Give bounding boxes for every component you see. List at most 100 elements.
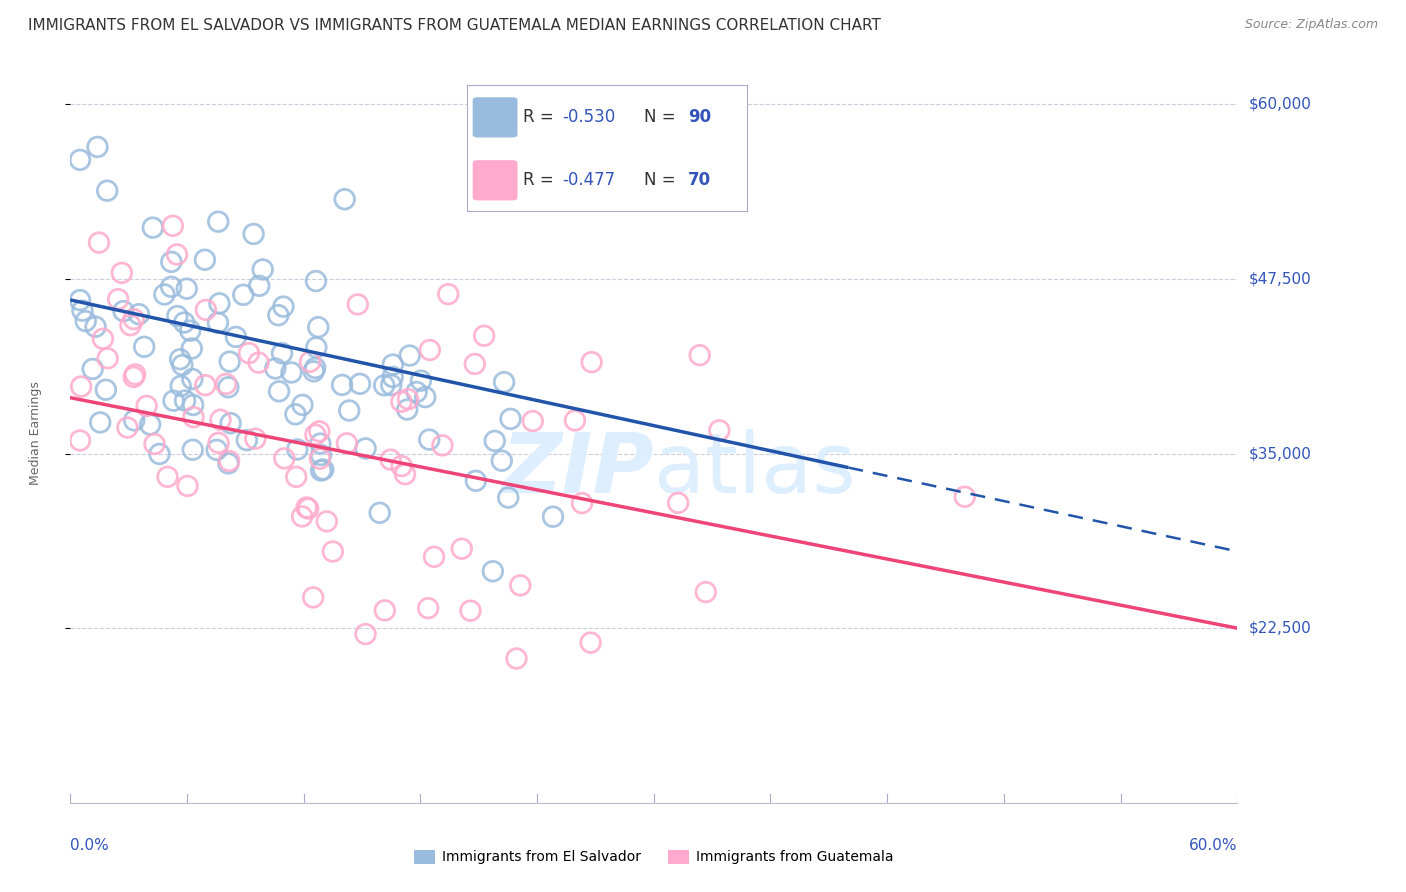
Point <box>194 378 217 392</box>
Point <box>472 328 495 343</box>
Point <box>380 452 402 467</box>
Text: Source: ZipAtlas.com: Source: ZipAtlas.com <box>1244 18 1378 31</box>
Point <box>143 437 166 451</box>
Point <box>394 467 416 482</box>
Point <box>169 352 191 367</box>
Point <box>396 402 419 417</box>
Point <box>111 266 134 280</box>
Point <box>405 384 427 399</box>
Point <box>522 414 544 428</box>
Point <box>247 278 270 293</box>
Point <box>232 287 254 301</box>
Point <box>273 451 295 466</box>
Point <box>509 578 531 592</box>
Point <box>285 442 308 457</box>
Point <box>309 436 332 450</box>
Point <box>160 280 183 294</box>
Point <box>423 549 446 564</box>
Point <box>135 399 157 413</box>
Point <box>236 433 259 447</box>
Point <box>305 340 328 354</box>
Point <box>162 219 184 233</box>
Point <box>280 366 302 380</box>
Point <box>432 438 454 452</box>
Point <box>291 509 314 524</box>
Point <box>494 375 516 389</box>
Point <box>309 463 332 477</box>
Point <box>122 413 145 427</box>
Point <box>264 361 287 376</box>
Point <box>709 423 731 437</box>
Point <box>391 394 413 409</box>
Point <box>181 442 204 457</box>
Point <box>305 274 328 288</box>
Point <box>418 601 440 615</box>
Point <box>207 435 229 450</box>
Point <box>181 372 204 386</box>
Point <box>153 287 176 301</box>
Point <box>218 454 240 468</box>
Point <box>134 340 156 354</box>
Text: IMMIGRANTS FROM EL SALVADOR VS IMMIGRANTS FROM GUATEMALA MEDIAN EARNINGS CORRELA: IMMIGRANTS FROM EL SALVADOR VS IMMIGRANT… <box>28 18 882 33</box>
Point <box>166 309 188 323</box>
Point <box>273 300 295 314</box>
Point <box>315 514 337 528</box>
Point <box>354 627 377 641</box>
Point <box>499 412 522 426</box>
Point <box>437 287 460 301</box>
Point <box>96 184 118 198</box>
Point <box>271 346 294 360</box>
Point <box>396 392 419 407</box>
Point <box>450 541 472 556</box>
Point <box>284 407 307 421</box>
Point <box>162 393 184 408</box>
Point <box>419 343 441 357</box>
Point <box>156 470 179 484</box>
Point <box>160 255 183 269</box>
Point <box>505 651 527 665</box>
Point <box>381 358 404 372</box>
Point <box>295 500 318 515</box>
Point <box>91 332 114 346</box>
Point <box>464 357 486 371</box>
Point <box>215 376 238 391</box>
Point <box>398 349 420 363</box>
Point <box>142 220 165 235</box>
Point <box>309 451 332 466</box>
Point <box>564 413 586 427</box>
Point <box>194 252 217 267</box>
Point <box>267 308 290 322</box>
Legend: Immigrants from El Salvador, Immigrants from Guatemala: Immigrants from El Salvador, Immigrants … <box>408 844 900 870</box>
Point <box>304 427 326 442</box>
Point <box>174 393 197 408</box>
Point <box>298 355 321 369</box>
Point <box>291 398 314 412</box>
Point <box>128 307 150 321</box>
Point <box>205 442 228 457</box>
Point <box>148 447 170 461</box>
Point <box>217 380 239 394</box>
Point <box>238 346 260 360</box>
Point <box>337 403 360 417</box>
Point <box>218 354 240 368</box>
Point <box>336 436 359 450</box>
Point <box>491 453 513 467</box>
Point <box>124 368 146 382</box>
Point <box>413 390 436 404</box>
Point <box>953 490 976 504</box>
Point <box>247 356 270 370</box>
Point <box>94 383 117 397</box>
Point <box>346 297 368 311</box>
Point <box>176 282 198 296</box>
Point <box>689 348 711 362</box>
Point <box>209 413 232 427</box>
Point <box>418 433 440 447</box>
Point <box>75 314 97 328</box>
Point <box>225 330 247 344</box>
Point <box>112 304 135 318</box>
Point <box>180 342 202 356</box>
Text: $35,000: $35,000 <box>1249 446 1312 461</box>
Text: atlas: atlas <box>654 429 855 510</box>
Point <box>69 293 91 307</box>
Point <box>194 302 217 317</box>
